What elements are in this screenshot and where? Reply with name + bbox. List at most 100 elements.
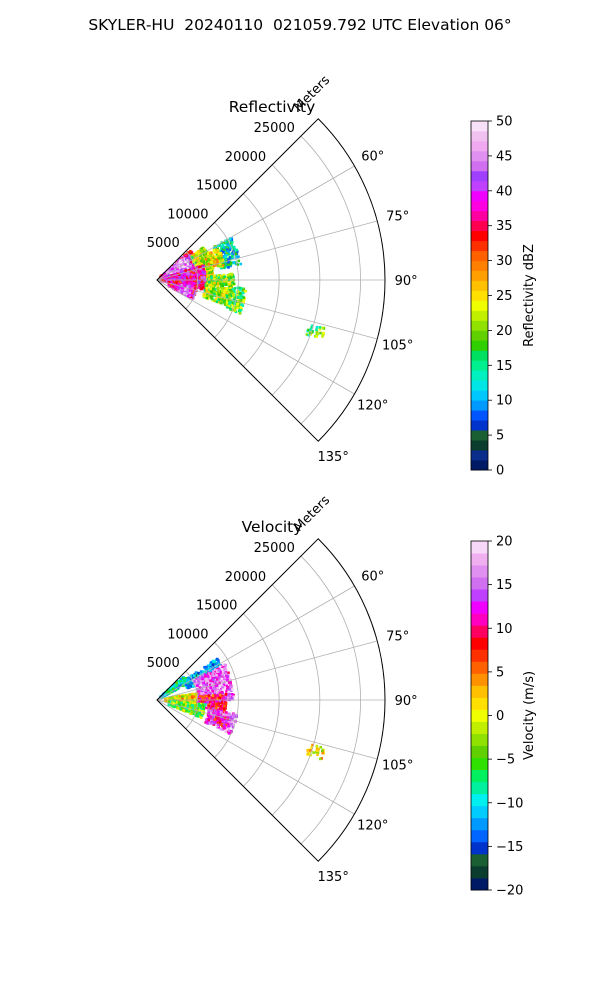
echo-gate [321,326,325,330]
echo-gate [197,273,201,277]
echo-gate [175,701,179,704]
echo-gate [221,666,224,670]
echo-gate [221,245,224,248]
echo-gate [211,258,215,261]
echo-gate [195,681,199,685]
echo-gate [207,704,210,707]
echo-gate [195,714,198,717]
echo-gate [194,287,197,290]
echo-gate [202,681,205,685]
echo-gate [184,260,187,264]
echo-gate [191,273,195,276]
echo-gate [202,294,206,298]
echo-gate [242,287,246,291]
echo-gate [234,261,237,265]
range-tick-label: 5000 [147,236,180,251]
echo-gate [204,278,207,281]
echo-gate [226,688,230,692]
echo-gate [190,254,194,258]
colorbar-segment [471,300,488,311]
echo-gate [214,707,217,711]
echo-gate [192,294,195,298]
echo-gate [227,260,230,264]
echo-gate [183,288,187,291]
azimuth-spoke [156,279,355,395]
echo-gate [219,670,223,673]
colorbar-segment [471,380,488,391]
echo-gate [227,681,231,684]
echo-gate [232,275,235,279]
echo-gate [202,684,205,688]
echo-gate [192,253,196,256]
echo-gate [220,275,224,279]
echo-gate [225,684,229,688]
colorbar-segment [471,160,488,172]
echo-gate [202,675,206,679]
colorbar-segment [471,250,488,261]
echo-gate [179,695,182,698]
echo-gate [307,333,311,337]
echo-gate [222,664,225,668]
echo-gate [215,665,219,669]
echo-gate [191,697,194,700]
echo-gate [205,270,209,274]
colorbar-segment [471,290,488,301]
echo-gate [226,262,229,266]
echo-gate [242,296,246,299]
echo-gate [188,263,191,266]
echo-gate [192,695,196,698]
echo-gate [228,293,231,297]
echo-gate [210,284,213,287]
echo-gate [192,282,196,285]
echo-gate [177,273,181,276]
echo-gate [229,261,233,265]
echo-gate [204,690,208,694]
echo-gate [234,255,238,258]
echo-gate [219,284,223,288]
echo-gate [227,244,231,248]
echo-gate [206,675,210,678]
echo-gate [204,667,207,671]
echo-gate [194,705,197,708]
echo-gate [223,686,226,689]
echo-gate [199,683,202,687]
echo-gate [224,279,228,283]
echo-gate [207,696,211,700]
echo-gate [192,678,196,681]
echo-gate [223,666,227,670]
echo-gate [205,296,209,300]
echo-gate [191,292,195,295]
echo-gate [167,284,171,288]
echo-gate [171,696,174,700]
echo-gate [234,713,237,717]
colorbar-segment [471,190,488,202]
azimuth-tick-label: 75° [386,210,409,225]
azimuth-tick-label: 135° [318,450,349,465]
echo-gate [164,691,167,694]
echo-gate [230,285,233,288]
echo-gate [200,268,204,272]
echo-gate [201,257,204,260]
echo-gate [185,276,188,280]
colorbar-segment [471,460,488,471]
echo-gate [205,677,208,681]
echo-gate [176,274,180,278]
echo-gate [177,269,181,273]
echo-gate [215,705,218,709]
echo-gate [187,685,190,688]
echo-gate [197,283,201,287]
echo-gate [172,698,176,701]
echo-gate [190,711,194,714]
echo-gate [176,267,179,271]
echo-gate [198,265,201,269]
echo-gate [215,658,219,661]
echo-gate [236,306,239,309]
echo-gate [177,278,180,281]
echo-gate [197,689,200,693]
echo-gate [206,679,209,683]
echo-gate [200,255,204,259]
echo-gate [227,299,231,302]
echo-gate [217,664,221,667]
echo-gate [195,263,198,267]
echo-gate [174,284,177,288]
